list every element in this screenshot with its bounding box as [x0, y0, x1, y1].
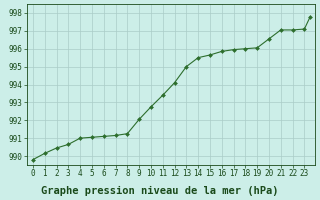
Text: Graphe pression niveau de la mer (hPa): Graphe pression niveau de la mer (hPa)	[41, 186, 279, 196]
